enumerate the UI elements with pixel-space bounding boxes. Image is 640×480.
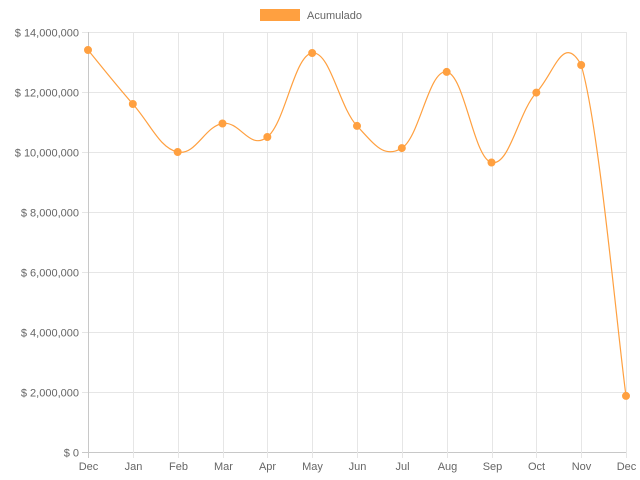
legend[interactable]: Acumulado xyxy=(260,9,362,22)
x-tick-label: Aug xyxy=(438,461,458,473)
x-tick-label: Apr xyxy=(259,461,276,473)
y-tick-label: $ 6,000,000 xyxy=(21,268,79,280)
data-point xyxy=(84,46,92,54)
x-tick-label: Jun xyxy=(349,461,367,473)
data-point xyxy=(577,61,586,69)
x-tick-label: Sep xyxy=(483,461,503,473)
x-tick-label: Feb xyxy=(169,461,188,473)
x-axis-labels: Dec Jan Feb Mar Apr May Jun Jul Aug Sep Oct Nov Dec xyxy=(79,461,637,473)
data-point xyxy=(532,88,541,97)
series-line xyxy=(87,49,627,396)
data-point xyxy=(622,391,630,400)
data-point xyxy=(397,144,406,153)
y-tick-label: $ 12,000,000 xyxy=(15,88,79,100)
y-tick-label: $ 14,000,000 xyxy=(15,28,79,40)
y-tick-label: $ 8,000,000 xyxy=(21,208,79,220)
y-tick-label: $ 2,000,000 xyxy=(21,388,79,400)
x-tick-label: Dec xyxy=(79,461,99,473)
y-tick-label: $ 4,000,000 xyxy=(21,328,79,340)
x-tick-label: Oct xyxy=(528,461,545,473)
grid-lines xyxy=(82,32,627,458)
legend-label: Acumulado xyxy=(307,10,362,22)
x-tick-label: Jan xyxy=(125,461,143,473)
y-axis-labels: $ 0 $ 2,000,000 $ 4,000,000 $ 6,000,000 $ 8,… xyxy=(15,28,79,460)
data-point xyxy=(308,49,317,57)
x-tick-label: Jul xyxy=(395,461,409,473)
data-point xyxy=(353,121,361,130)
data-point xyxy=(218,119,227,128)
data-point xyxy=(442,67,451,76)
x-tick-label: Dec xyxy=(617,461,637,473)
legend-swatch xyxy=(260,9,300,21)
y-tick-label: $ 0 xyxy=(64,448,79,460)
x-tick-label: Mar xyxy=(214,461,233,473)
data-point xyxy=(128,100,137,108)
data-point xyxy=(487,158,496,167)
x-tick-label: May xyxy=(302,461,323,473)
data-point xyxy=(173,148,182,156)
series-layer xyxy=(84,46,630,400)
x-tick-label: Nov xyxy=(572,461,592,473)
data-point xyxy=(263,133,272,141)
y-tick-label: $ 10,000,000 xyxy=(15,148,79,160)
